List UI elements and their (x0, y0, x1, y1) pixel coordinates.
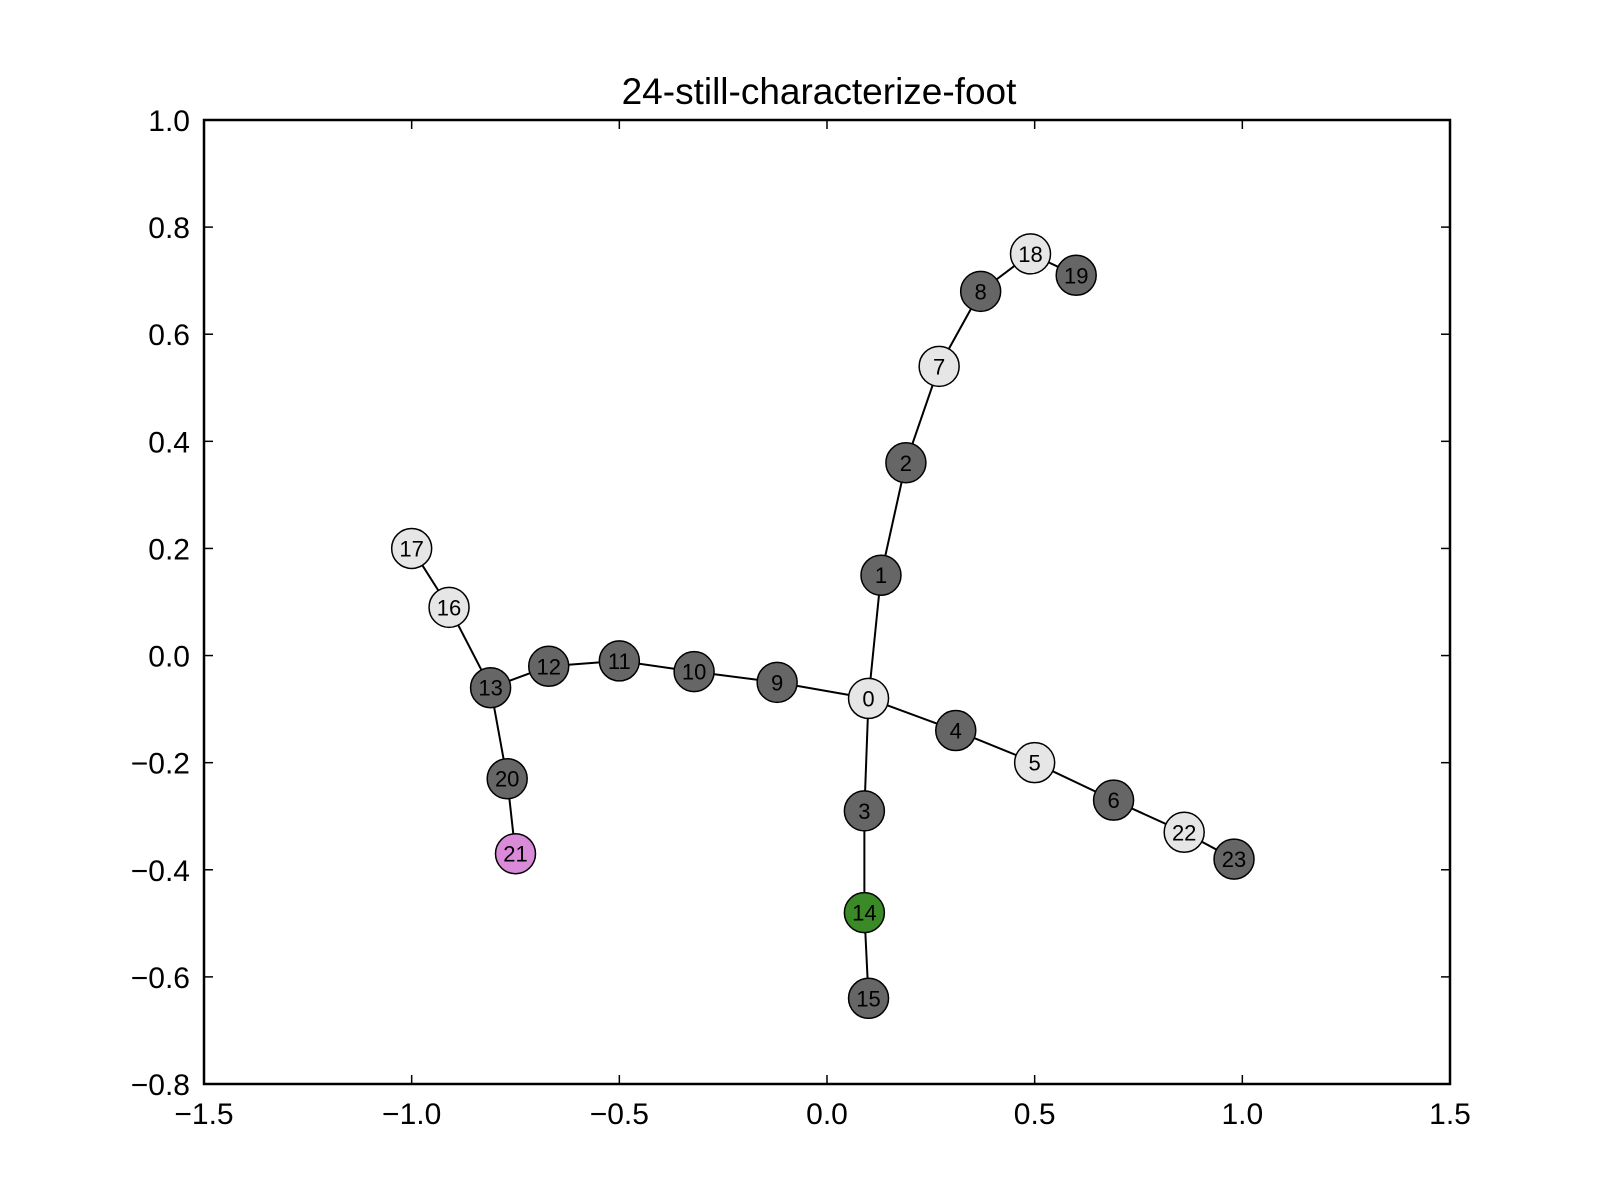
node-circle (756, 661, 798, 704)
node-circle (494, 832, 537, 875)
node-label: 6 (1107, 788, 1119, 813)
node-label: 8 (975, 279, 987, 304)
node-5: 5 (1013, 741, 1056, 784)
y-tick-label: 1.0 (148, 105, 190, 138)
node-label: 17 (399, 536, 423, 561)
node-circle (1092, 779, 1135, 821)
node-circle (860, 554, 902, 596)
node-circle (959, 270, 1002, 313)
edges-layer (410, 252, 1235, 999)
node-9: 9 (756, 661, 798, 704)
node-label: 11 (608, 649, 631, 674)
node-19: 19 (1055, 254, 1097, 297)
node-label: 15 (856, 986, 880, 1011)
node-circle (1213, 838, 1255, 880)
node-23: 23 (1213, 838, 1255, 880)
node-11: 11 (598, 640, 641, 682)
node-label: 0 (862, 686, 874, 711)
node-label: 5 (1029, 751, 1041, 776)
node-label: 10 (682, 660, 706, 685)
node-circle (847, 977, 890, 1020)
node-label: 4 (950, 719, 962, 744)
node-0: 0 (847, 677, 890, 720)
y-tick-label: −0.6 (131, 962, 190, 995)
node-circle (527, 645, 570, 688)
node-label: 14 (852, 901, 876, 926)
node-label: 22 (1172, 820, 1196, 845)
node-circle (1013, 741, 1056, 784)
y-tick-label: 0.2 (148, 533, 190, 566)
node-circle (598, 640, 641, 682)
node-7: 7 (918, 345, 960, 388)
x-tick-label: 0.5 (1014, 1098, 1056, 1131)
x-tick-label: −1.0 (382, 1098, 441, 1131)
node-label: 7 (933, 354, 945, 379)
node-label: 9 (771, 670, 783, 695)
y-tick-label: 0.8 (148, 212, 190, 245)
node-6: 6 (1092, 779, 1135, 821)
node-label: 20 (495, 767, 519, 792)
node-circle (428, 586, 470, 629)
node-label: 13 (478, 676, 502, 701)
y-tick-label: −0.4 (131, 855, 190, 888)
node-4: 4 (935, 709, 977, 752)
x-tick-label: −0.5 (590, 1098, 649, 1131)
node-label: 12 (536, 654, 560, 679)
node-1: 1 (860, 554, 902, 596)
node-12: 12 (527, 645, 570, 688)
node-label: 2 (900, 451, 912, 476)
node-14: 14 (843, 891, 886, 934)
node-label: 16 (437, 595, 461, 620)
axis-ticks: −1.5 −1.0 −0.5 0.0 0.5 1.0 1.5 1.0 0.8 0.6 0.4 0.2 0… (131, 105, 1471, 1131)
node-21: 21 (494, 832, 537, 875)
x-tick-label: −1.5 (174, 1098, 233, 1131)
node-2: 2 (885, 442, 927, 484)
y-tick-label: 0.4 (148, 426, 190, 459)
node-circle (843, 891, 886, 934)
node-18: 18 (1009, 233, 1052, 275)
node-17: 17 (390, 527, 433, 570)
node-circle (847, 677, 890, 720)
plot-frame (202, 118, 1452, 1086)
node-circle (885, 442, 927, 484)
node-label: 1 (875, 563, 887, 588)
node-label: 19 (1064, 263, 1088, 288)
node-circle (918, 345, 960, 388)
node-15: 15 (847, 977, 890, 1020)
x-tick-label: 0.0 (806, 1098, 848, 1131)
node-circle (469, 666, 512, 709)
node-circle (390, 527, 433, 570)
y-tick-label: −0.2 (131, 748, 190, 781)
y-tick-label: −0.8 (131, 1069, 190, 1102)
node-circle (1055, 254, 1097, 297)
node-label: 23 (1222, 847, 1246, 872)
x-tick-label: 1.0 (1221, 1098, 1263, 1131)
node-22: 22 (1163, 811, 1205, 854)
node-label: 18 (1018, 242, 1042, 267)
node-16: 16 (428, 586, 470, 629)
node-circle (673, 650, 715, 693)
node-20: 20 (486, 757, 528, 800)
y-tick-label: 0.0 (148, 641, 190, 674)
node-circle (935, 709, 977, 752)
node-3: 3 (843, 790, 886, 832)
node-circle (1163, 811, 1205, 854)
chart-title: 24-still-characterize-foot (622, 71, 1018, 112)
node-10: 10 (673, 650, 715, 693)
node-8: 8 (959, 270, 1002, 313)
node-label: 21 (503, 842, 527, 867)
node-13: 13 (469, 666, 512, 709)
node-label: 3 (858, 799, 870, 824)
y-tick-label: 0.6 (148, 319, 190, 352)
node-circle (486, 757, 528, 800)
x-tick-label: 1.5 (1429, 1098, 1471, 1131)
node-circle (1009, 233, 1052, 275)
node-circle (843, 790, 886, 832)
